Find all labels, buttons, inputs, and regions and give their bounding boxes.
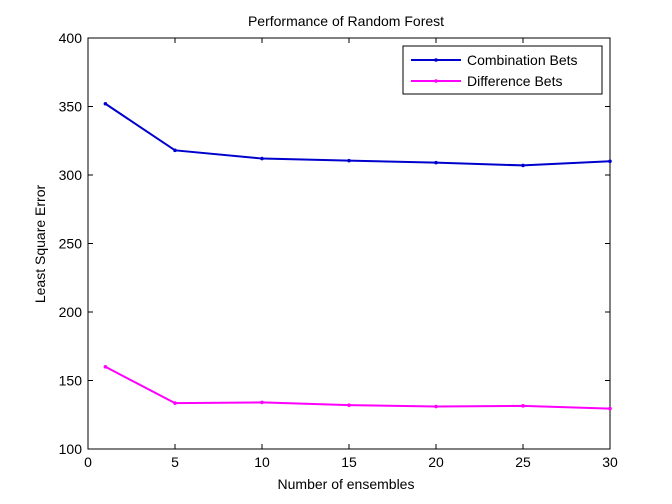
- combination-bets-legend-marker: [434, 58, 438, 62]
- difference-bets-data-point: [347, 403, 351, 407]
- difference-bets-legend-label: Difference Bets: [467, 73, 562, 89]
- combination-bets-data-point: [608, 159, 612, 164]
- y-tick-label: 150: [59, 373, 83, 389]
- plot-area: [87, 37, 611, 450]
- y-tick-label: 200: [59, 304, 83, 320]
- chart-title: Performance of Random Forest: [248, 13, 444, 29]
- difference-bets-data-point: [521, 404, 525, 408]
- y-tick-label: 400: [59, 30, 83, 46]
- legend: Combination Bets Difference Bets: [402, 45, 603, 95]
- difference-bets-data-point: [173, 401, 177, 405]
- x-tick-label: 15: [341, 454, 357, 470]
- y-tick-label: 350: [59, 99, 83, 115]
- x-axis-title: Number of ensembles: [278, 476, 415, 492]
- y-tick-label: 100: [59, 441, 83, 457]
- series-layer: [103, 101, 612, 411]
- combination-bets-data-point: [260, 156, 264, 161]
- difference-bets-data-point: [260, 400, 264, 405]
- x-tick-label: 0: [84, 454, 92, 470]
- combination-bets-data-point: [347, 158, 351, 163]
- combination-bets-data-point: [434, 160, 438, 165]
- x-tick-label: 10: [254, 454, 270, 470]
- x-tick-label: 30: [602, 454, 618, 470]
- y-axis: 100 150 200 250 300 350 400: [59, 30, 610, 457]
- y-tick-label: 250: [59, 236, 83, 252]
- x-tick-label: 20: [428, 454, 444, 470]
- x-tick-label: 5: [171, 454, 179, 470]
- difference-bets-legend-marker: [434, 79, 438, 83]
- difference-bets-data-point: [608, 406, 612, 411]
- combination-bets-data-point: [521, 163, 525, 168]
- difference-bets-data-point: [434, 404, 438, 409]
- difference-bets-data-point: [103, 365, 108, 369]
- x-axis: 0 5 10 15 20 25 30: [84, 38, 618, 470]
- y-tick-label: 300: [59, 167, 83, 183]
- combination-bets-data-point: [103, 101, 108, 106]
- x-tick-label: 25: [515, 454, 531, 470]
- y-axis-title: Least Square Error: [32, 185, 48, 304]
- combination-bets-data-point: [173, 148, 177, 153]
- combination-bets-legend-label: Combination Bets: [467, 52, 578, 68]
- legend-box: [402, 45, 603, 95]
